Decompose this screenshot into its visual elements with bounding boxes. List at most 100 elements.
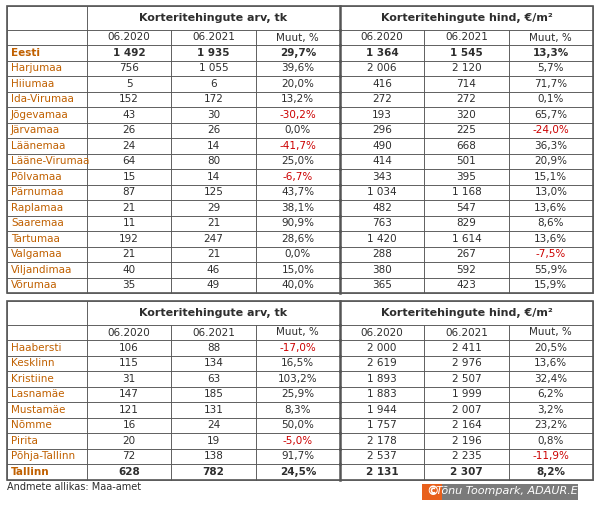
Text: 8,6%: 8,6%	[538, 218, 564, 228]
Bar	[340, 200, 424, 216]
Bar	[340, 387, 424, 402]
Text: Korteritehingute arv, tk: Korteritehingute arv, tk	[139, 308, 287, 318]
Text: -6,7%: -6,7%	[283, 172, 313, 182]
Text: Järvamaa: Järvamaa	[11, 125, 60, 135]
Bar	[7, 138, 87, 154]
Text: 64: 64	[122, 156, 136, 166]
Bar	[340, 76, 424, 92]
Text: 14: 14	[207, 172, 220, 182]
Bar	[256, 356, 340, 371]
Text: 414: 414	[372, 156, 392, 166]
Bar	[256, 325, 340, 340]
Bar	[256, 278, 340, 293]
Bar	[172, 30, 256, 45]
Text: Korteritehingute hind, €/m²: Korteritehingute hind, €/m²	[380, 308, 553, 318]
Text: 13,2%: 13,2%	[281, 94, 314, 104]
Bar	[87, 278, 172, 293]
Text: Ida-Virumaa: Ida-Virumaa	[11, 94, 74, 104]
Bar	[256, 45, 340, 60]
Text: 125: 125	[203, 187, 223, 197]
Bar	[172, 216, 256, 231]
Bar	[256, 449, 340, 464]
Bar	[172, 371, 256, 387]
Bar	[424, 433, 509, 449]
Text: Põlvamaa: Põlvamaa	[11, 172, 62, 182]
Bar	[509, 185, 593, 200]
Bar	[256, 60, 340, 76]
Bar	[509, 185, 593, 200]
Bar	[424, 200, 509, 216]
Text: 0,1%: 0,1%	[538, 94, 564, 104]
Text: 1 614: 1 614	[452, 234, 481, 244]
Bar	[340, 154, 424, 169]
Bar	[509, 325, 593, 340]
Bar	[7, 418, 87, 433]
Text: 40,0%: 40,0%	[281, 280, 314, 290]
Bar	[7, 92, 87, 107]
Bar	[509, 107, 593, 123]
Bar	[340, 418, 424, 433]
Text: Läänemaa: Läänemaa	[11, 141, 65, 151]
Bar	[87, 185, 172, 200]
Bar	[256, 92, 340, 107]
Bar	[340, 60, 424, 76]
Bar	[7, 60, 87, 76]
Bar	[172, 123, 256, 138]
Bar	[340, 107, 424, 123]
Bar	[509, 325, 593, 340]
Bar	[87, 200, 172, 216]
Text: 90,9%: 90,9%	[281, 218, 314, 228]
Bar	[340, 123, 424, 138]
Bar	[7, 371, 87, 387]
Bar	[256, 262, 340, 278]
Bar	[87, 371, 172, 387]
Bar	[424, 262, 509, 278]
Text: Pärnumaa: Pärnumaa	[11, 187, 64, 197]
Bar	[424, 200, 509, 216]
Bar	[87, 123, 172, 138]
Bar	[509, 449, 593, 464]
Bar	[509, 138, 593, 154]
Bar	[87, 216, 172, 231]
Bar	[87, 387, 172, 402]
Bar	[509, 231, 593, 247]
Text: Korteritehingute arv, tk: Korteritehingute arv, tk	[139, 13, 287, 23]
Bar	[424, 123, 509, 138]
Text: -7,5%: -7,5%	[536, 249, 566, 259]
Text: 2 411: 2 411	[452, 343, 481, 353]
Bar	[87, 449, 172, 464]
Bar	[509, 262, 593, 278]
Text: 829: 829	[457, 218, 476, 228]
Bar	[509, 45, 593, 60]
Bar	[7, 231, 87, 247]
Bar	[7, 123, 87, 138]
Text: 15: 15	[122, 172, 136, 182]
Bar	[172, 200, 256, 216]
Bar	[256, 123, 340, 138]
Bar	[340, 464, 424, 480]
Bar	[340, 325, 424, 340]
Text: 72: 72	[122, 451, 136, 461]
Text: 25,9%: 25,9%	[281, 389, 314, 399]
Bar	[340, 123, 424, 138]
Bar	[509, 138, 593, 154]
Text: 193: 193	[372, 110, 392, 120]
Bar	[172, 356, 256, 371]
Bar	[256, 76, 340, 92]
Bar	[424, 247, 509, 262]
Bar	[509, 60, 593, 76]
Bar	[340, 418, 424, 433]
Bar	[7, 216, 87, 231]
Bar	[172, 45, 256, 60]
Text: 320: 320	[457, 110, 476, 120]
Text: 1 420: 1 420	[367, 234, 397, 244]
Text: 501: 501	[457, 156, 476, 166]
Text: Tartumaa: Tartumaa	[11, 234, 60, 244]
Text: Muut, %: Muut, %	[277, 33, 319, 43]
Text: 20,0%: 20,0%	[281, 79, 314, 89]
Bar	[340, 301, 593, 325]
Bar	[87, 45, 172, 60]
Text: -17,0%: -17,0%	[280, 343, 316, 353]
Bar	[172, 45, 256, 60]
Bar	[509, 216, 593, 231]
